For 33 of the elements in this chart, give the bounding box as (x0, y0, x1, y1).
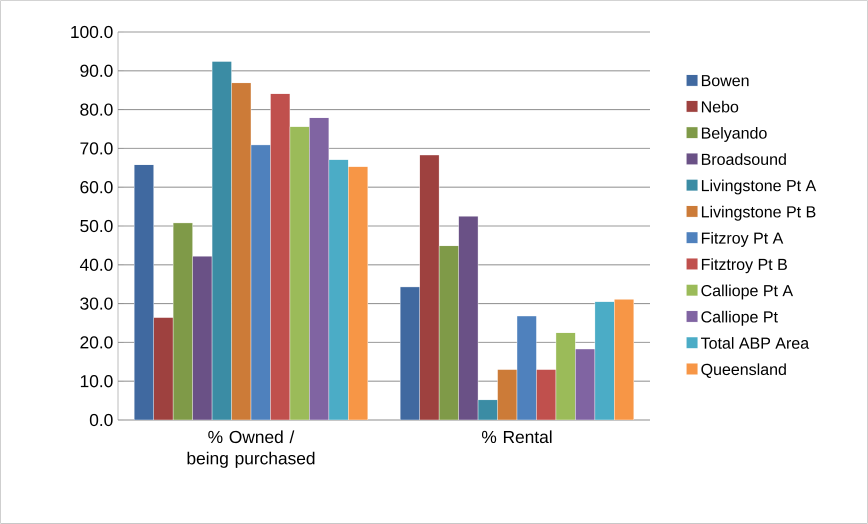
bar (270, 93, 290, 420)
bar (134, 164, 154, 420)
legend-label: Calliope Pt A (701, 284, 794, 300)
legend-label: Broadsound (702, 153, 786, 165)
y-tick-label: 0.0 (90, 414, 113, 426)
y-tick-label: 20.0 (80, 336, 113, 349)
x-tick-label: % Rental (482, 430, 552, 444)
legend-label: Bowen (702, 75, 749, 86)
y-tick-label: 90.0 (80, 64, 113, 77)
y-tick-label: 70.0 (80, 142, 113, 155)
legend-label: Fitzroy Pt A (702, 232, 784, 247)
y-tick-label: 60.0 (80, 181, 113, 194)
y-tick-label: 100.0 (71, 26, 113, 38)
legend-label: Calliope Pt (701, 310, 778, 326)
y-tick-label: 50.0 (80, 220, 113, 232)
bar (556, 332, 576, 420)
x-tick-label: % Owned / being purchased (188, 430, 314, 468)
y-tick-label: 30.0 (80, 297, 113, 310)
bar (231, 82, 252, 420)
bar (290, 126, 310, 420)
legend-label: Fitztroy Pt B (702, 258, 787, 274)
legend-label: Queensland (701, 363, 786, 378)
y-tick-label: 80.0 (80, 103, 113, 116)
legend-label: Total ABP Area (700, 337, 810, 349)
legend-label: Livingstone Pt A (702, 180, 816, 194)
legend-label: Belyando (702, 127, 767, 142)
legend-label: Nebo (702, 100, 738, 112)
bar (400, 286, 420, 420)
y-tick-label: 10.0 (80, 375, 113, 388)
legend-label: Livingstone Pt B (702, 206, 816, 221)
bar (497, 369, 518, 420)
y-tick-label: 40.0 (80, 258, 113, 271)
bar (536, 369, 556, 420)
